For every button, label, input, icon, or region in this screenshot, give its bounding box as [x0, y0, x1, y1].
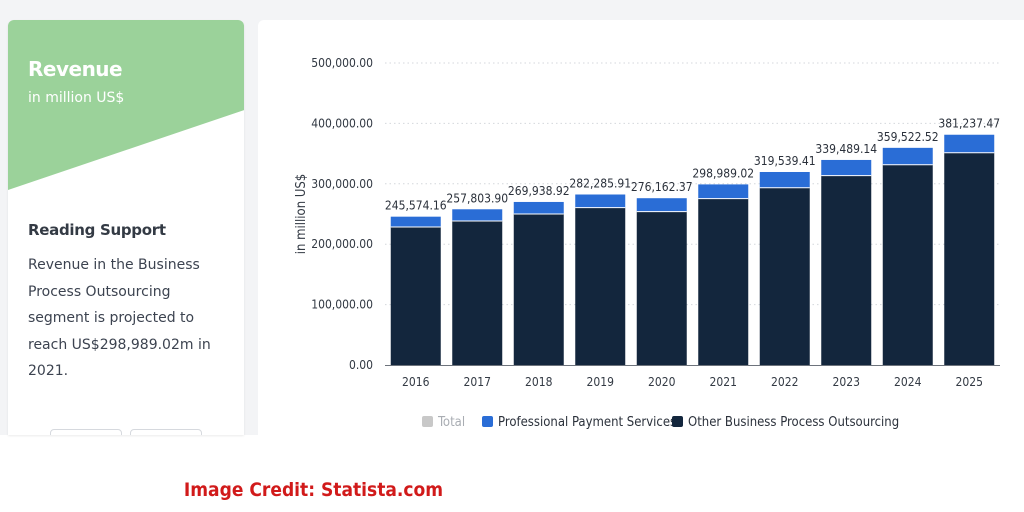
- bar-payment-services-2025: [944, 134, 995, 153]
- x-tick-label-2018: 2018: [525, 375, 553, 389]
- bar-payment-services-2016: [390, 216, 441, 227]
- y-tick-label: 300,000.00: [311, 177, 373, 191]
- bar-payment-services-2019: [575, 194, 626, 208]
- card-title: Revenue: [28, 57, 123, 81]
- bar-other-bpo-2022: [759, 187, 810, 365]
- y-tick-label: 500,000.00: [311, 56, 373, 70]
- legend-swatch: [422, 416, 433, 427]
- card-button-left[interactable]: [50, 429, 122, 435]
- bar-payment-services-2018: [513, 201, 564, 214]
- x-tick-label-2022: 2022: [771, 375, 798, 389]
- bar-other-bpo-2023: [821, 175, 872, 365]
- total-data-label-2024: 359,522.52: [877, 130, 939, 144]
- x-tick-label-2020: 2020: [648, 375, 676, 389]
- legend-item-label: Total: [437, 415, 465, 430]
- total-data-label-2020: 276,162.37: [631, 180, 693, 194]
- bar-payment-services-2021: [698, 184, 749, 199]
- bar-other-bpo-2020: [636, 211, 687, 365]
- bar-other-bpo-2017: [452, 220, 503, 365]
- y-tick-label: 100,000.00: [311, 298, 373, 312]
- image-credit: Image Credit: Statista.com: [183, 479, 444, 501]
- bar-payment-services-2022: [759, 171, 810, 188]
- bar-other-bpo-2025: [944, 152, 995, 365]
- total-data-label-2018: 269,938.92: [508, 184, 570, 198]
- total-data-label-2021: 298,989.02: [692, 166, 754, 180]
- x-tick-label-2023: 2023: [833, 375, 860, 389]
- dashboard-background: Revenue in million US$ Reading Support R…: [0, 0, 1024, 435]
- revenue-stacked-bar-chart: 0.00 100,000.00 200,000.00 300,000.00 400,00…: [294, 56, 1000, 430]
- bar-other-bpo-2019: [575, 207, 626, 365]
- reading-support-text: Revenue in the Business Process Outsourc…: [28, 257, 211, 379]
- bar-payment-services-2023: [821, 159, 872, 176]
- x-tick-label-2021: 2021: [710, 375, 737, 389]
- bar-other-bpo-2016: [390, 226, 441, 365]
- x-tick-label-2016: 2016: [402, 375, 430, 389]
- total-data-label-2025: 381,237.47: [938, 117, 1000, 131]
- x-tick-label-2025: 2025: [956, 375, 983, 389]
- total-data-label-2019: 282,285.91: [569, 176, 631, 190]
- bar-other-bpo-2024: [882, 164, 933, 365]
- reading-support-title: Reading Support: [28, 221, 166, 239]
- total-data-label-2017: 257,803.90: [446, 191, 508, 205]
- bar-other-bpo-2021: [698, 198, 749, 365]
- revenue-info-card: Revenue in million US$ Reading Support R…: [8, 20, 244, 435]
- card-subtitle: in million US$: [28, 90, 125, 106]
- total-data-label-2022: 319,539.41: [754, 154, 816, 168]
- bar-other-bpo-2018: [513, 214, 564, 365]
- legend-item-label: Professional Payment Services: [498, 415, 676, 430]
- x-tick-label-2024: 2024: [894, 375, 922, 389]
- total-data-label-2023: 339,489.14: [815, 142, 877, 156]
- y-tick-label: 400,000.00: [311, 116, 373, 130]
- legend-swatch: [672, 416, 683, 427]
- y-tick-label: 0.00: [349, 358, 373, 372]
- total-data-label-2016: 245,574.16: [385, 199, 447, 213]
- y-tick-label: 200,000.00: [311, 237, 373, 251]
- legend-item-label: Other Business Process Outsourcing: [688, 415, 899, 430]
- bar-payment-services-2017: [452, 209, 503, 221]
- chart-card: 0.00 100,000.00 200,000.00 300,000.00 400,00…: [258, 20, 1024, 435]
- bar-payment-services-2024: [882, 147, 933, 165]
- card-button-right[interactable]: [130, 429, 202, 435]
- legend-swatch: [482, 416, 493, 427]
- x-tick-label-2017: 2017: [464, 375, 491, 389]
- y-axis-label: in million US$: [294, 174, 309, 254]
- bar-payment-services-2020: [636, 198, 687, 212]
- x-tick-label-2019: 2019: [587, 375, 615, 389]
